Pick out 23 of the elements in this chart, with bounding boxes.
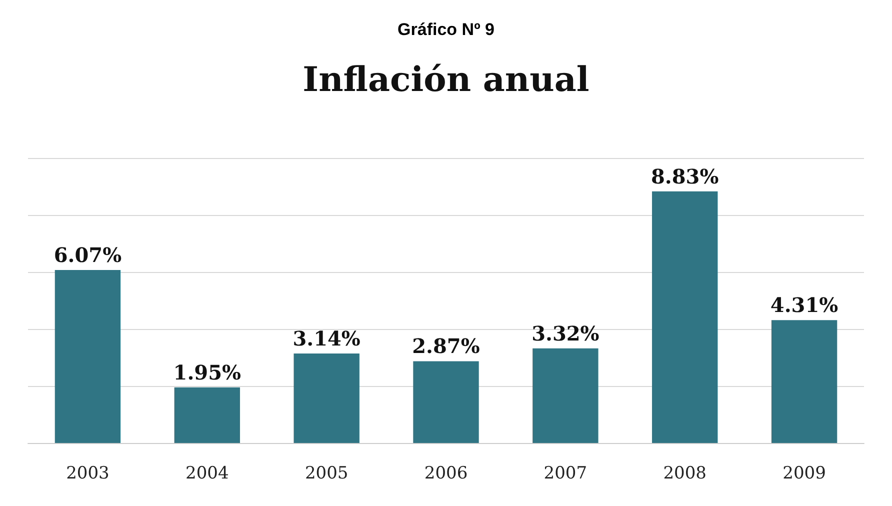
- bar: [54, 270, 121, 443]
- x-tick-label: 2003: [66, 464, 110, 484]
- data-label: 2.87%: [412, 334, 480, 358]
- bar: [652, 191, 718, 443]
- data-label: 8.83%: [651, 164, 719, 188]
- data-label: 3.14%: [292, 326, 360, 351]
- bar: [294, 354, 360, 443]
- chart-title: Gráfico Nº 9: [398, 20, 494, 39]
- x-tick-label: 2007: [544, 464, 588, 484]
- data-label: 1.95%: [173, 360, 241, 384]
- x-tick-label: 2006: [424, 464, 468, 484]
- x-tick-label: 2008: [663, 464, 706, 484]
- bar: [413, 361, 479, 443]
- bar: [174, 387, 240, 443]
- x-tick-label: 2005: [304, 464, 348, 484]
- bar: [771, 320, 838, 443]
- data-label: 4.31%: [770, 293, 838, 318]
- chart-subtitle: Inflación anual: [302, 60, 590, 100]
- x-tick-label: 2004: [186, 464, 229, 484]
- bar: [532, 348, 598, 443]
- x-tick-label: 2009: [782, 464, 826, 484]
- data-label: 3.32%: [532, 321, 600, 346]
- data-label: 6.07%: [54, 243, 122, 268]
